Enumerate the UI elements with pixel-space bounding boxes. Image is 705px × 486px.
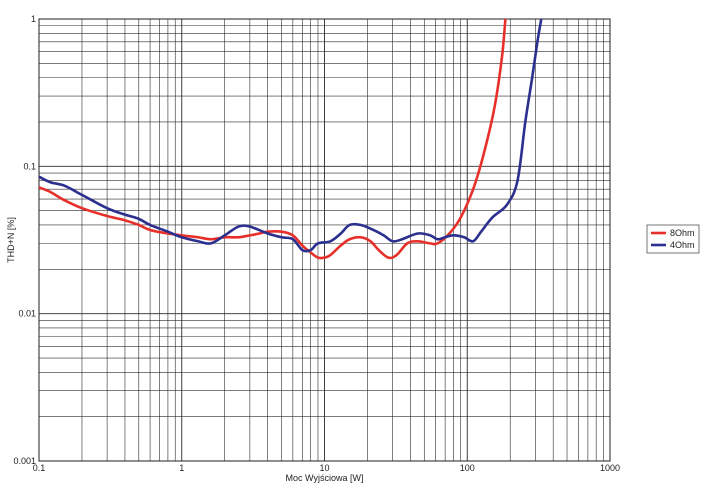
x-tick-label: 100 [460, 463, 475, 473]
grid [39, 19, 610, 461]
plot-frame [38, 18, 611, 462]
y-tick-label: 0.1 [23, 161, 36, 171]
x-tick-label: 1000 [600, 463, 620, 473]
x-tick-label: 1 [179, 463, 184, 473]
x-axis-title: Moc Wyjściowa [W] [286, 473, 364, 483]
series-lines [39, 19, 543, 260]
series-line-4ohm [39, 19, 543, 253]
legend-label: 8Ohm [670, 228, 695, 238]
x-tick-label: 10 [319, 463, 329, 473]
series-line-8ohm [39, 19, 507, 260]
y-tick-label: 0.001 [13, 456, 36, 466]
y-tick-label: 0.01 [18, 309, 36, 319]
tick-labels: 0.1 1 10 100 1000 1 0.1 0.01 0.001 [13, 14, 620, 473]
y-axis-title: THD+N [%] [6, 217, 16, 263]
legend-box [646, 224, 700, 254]
y-tick-label: 1 [31, 14, 36, 24]
legend-label: 4Ohm [670, 240, 695, 250]
legend: 8Ohm 4Ohm [646, 224, 700, 254]
x-tick-label: 0.1 [33, 463, 46, 473]
